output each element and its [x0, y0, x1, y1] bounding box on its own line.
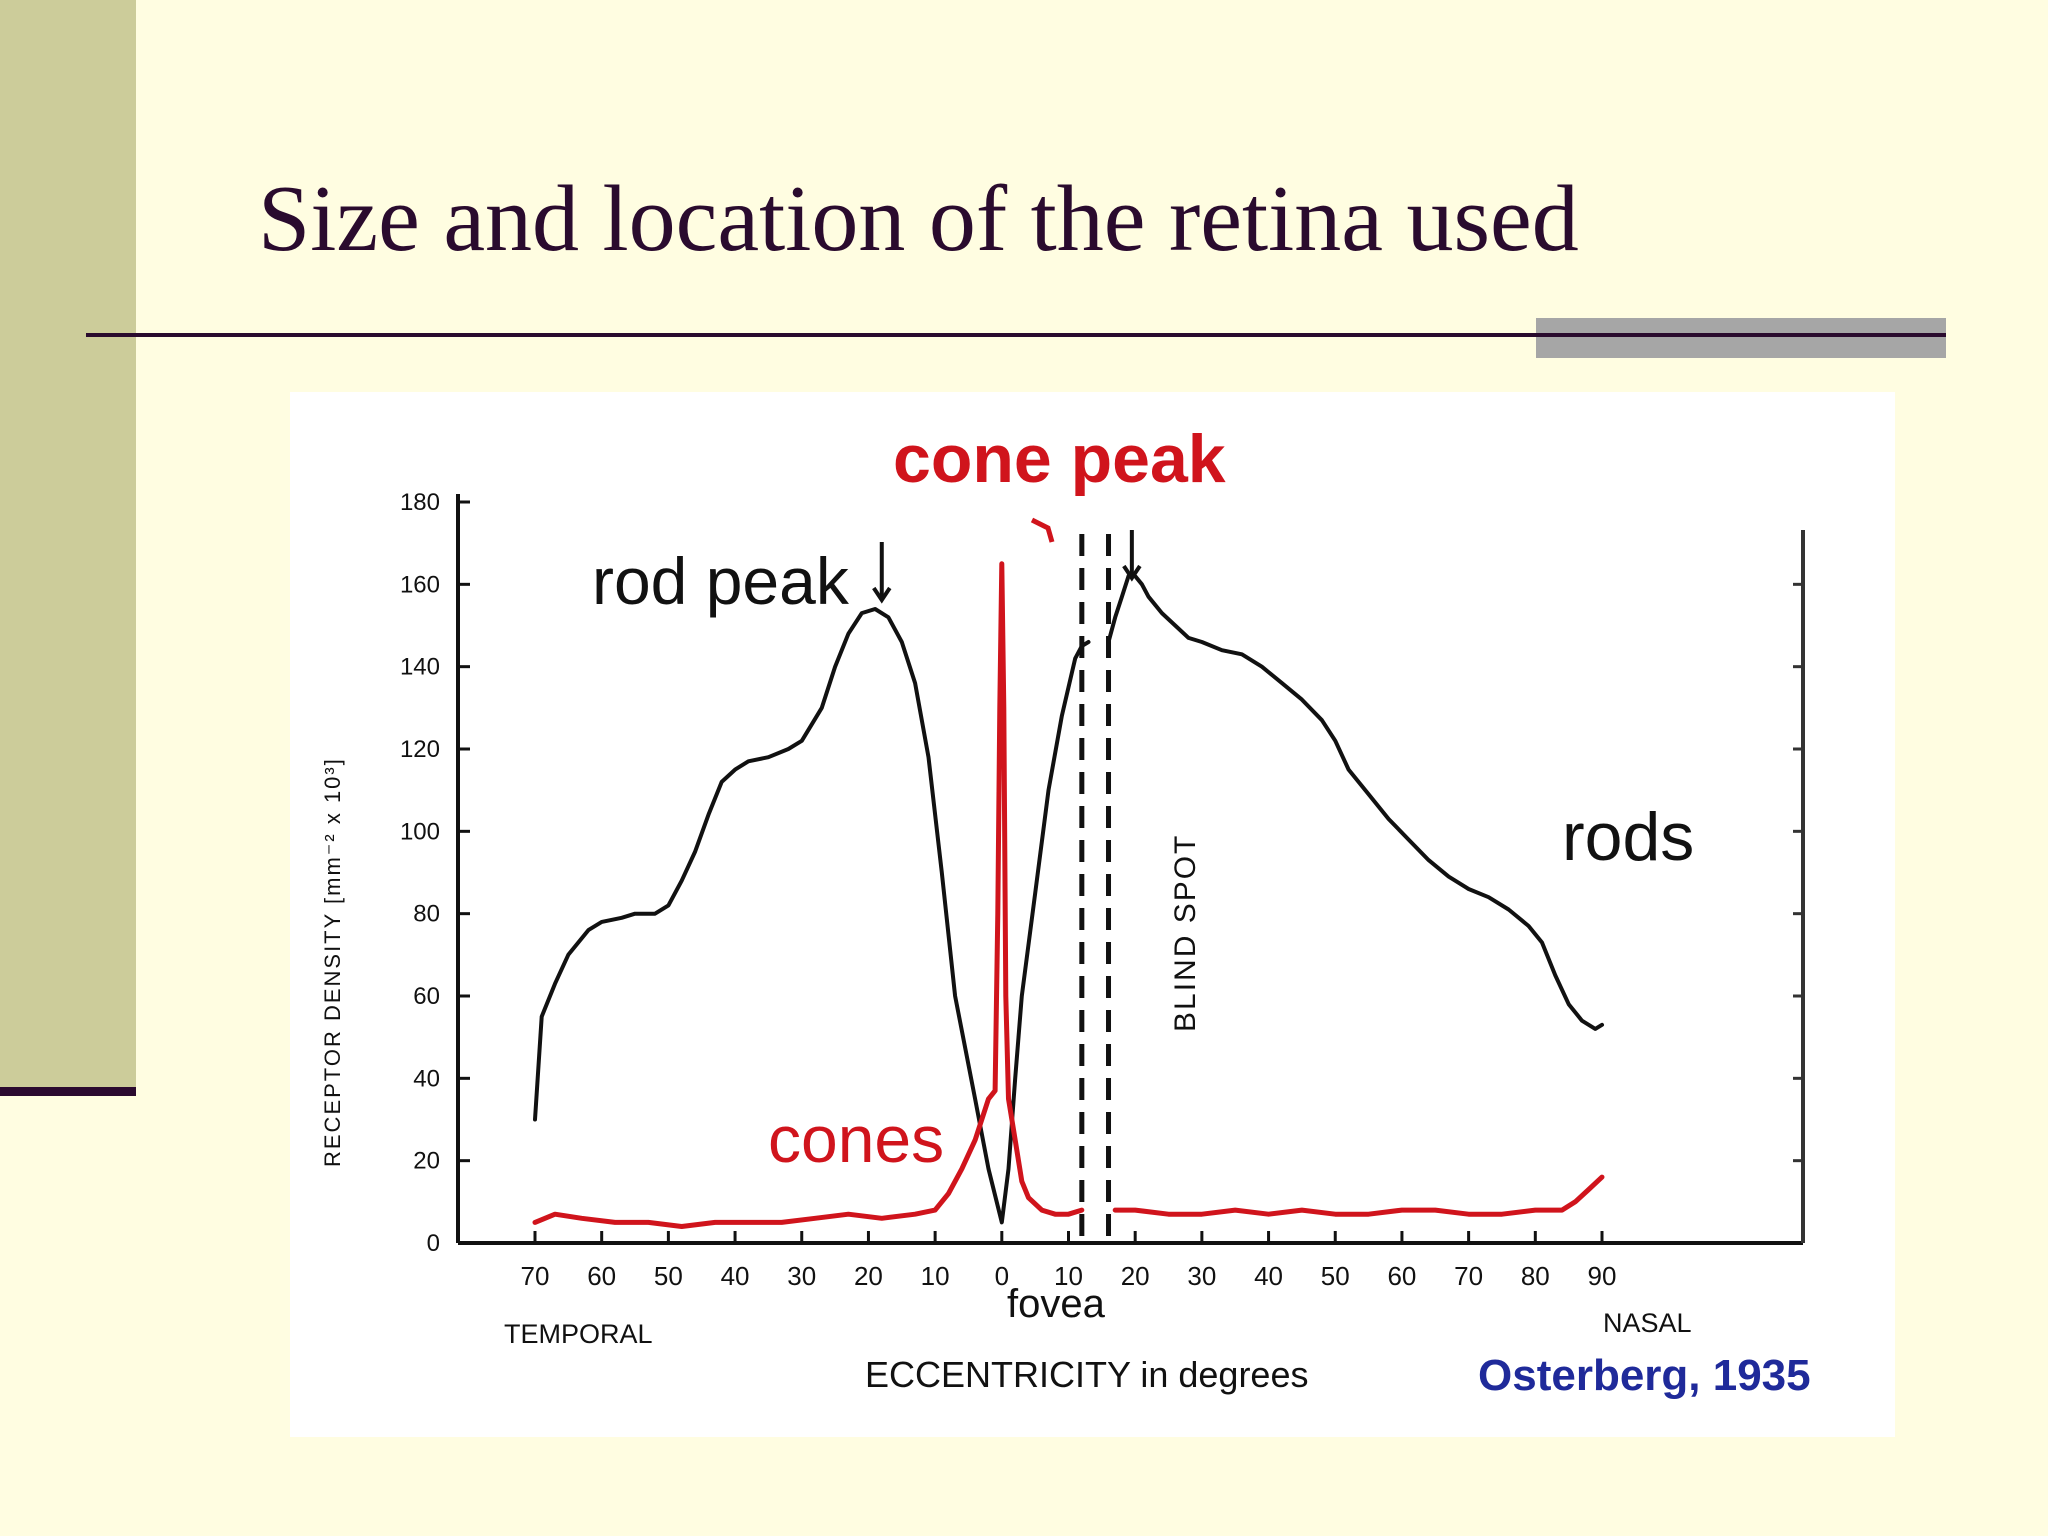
y-tick-label: 0: [427, 1230, 440, 1257]
rods-line: [1106, 574, 1604, 1031]
arrow-head: [872, 586, 892, 604]
x-tick-label: 30: [787, 1261, 816, 1291]
y-axis-label: RECEPTOR DENSITY [mm⁻² x 10³]: [320, 757, 345, 1167]
rod-peak-label: rod peak: [592, 544, 850, 618]
x-tick-label: 50: [654, 1261, 683, 1291]
rod-peak-arrow-nasal: [1122, 530, 1142, 582]
x-tick-label: 70: [1454, 1261, 1483, 1291]
x-tick-label: 0: [995, 1261, 1009, 1291]
chart-panel: 0 20 40 60 80 100 120 140 160 180 70 60 50 40 30 20 10 0 1…: [290, 392, 1895, 1437]
y-tick-label: 80: [413, 901, 440, 928]
y-tick-label: 120: [400, 736, 440, 763]
x-tick-label: 40: [1254, 1261, 1283, 1291]
fovea-label: fovea: [1007, 1282, 1106, 1326]
nasal-label: NASAL: [1603, 1308, 1692, 1338]
sidebar-accent-edge: [0, 1087, 136, 1096]
x-tick-label: 60: [1387, 1261, 1416, 1291]
y-tick-label: 180: [400, 489, 440, 516]
title-divider-segment: [1536, 333, 1946, 337]
sidebar-accent: [0, 0, 136, 1090]
cones-label: cones: [768, 1102, 944, 1176]
x-tick-label: 20: [854, 1261, 883, 1291]
rods-label: rods: [1562, 799, 1694, 875]
x-tick-label: 40: [721, 1261, 750, 1291]
x-tick-label: 60: [587, 1261, 616, 1291]
y-tick-label: 60: [413, 983, 440, 1010]
x-tick-label: 20: [1121, 1261, 1150, 1291]
cone-peak-pointer: [1030, 517, 1055, 543]
rod-peak-arrow: [872, 542, 892, 604]
blind-spot-label: BLIND SPOT: [1169, 834, 1202, 1032]
cone-peak-label: cone peak: [893, 421, 1226, 497]
x-tick-label: 70: [521, 1261, 550, 1291]
chart-frame: [456, 494, 1805, 1245]
x-tick-label: 10: [921, 1261, 950, 1291]
slide-title: Size and location of the retina used: [258, 167, 1579, 271]
y-tick-label: 40: [413, 1065, 440, 1092]
blind-spot-region: [1079, 534, 1112, 1239]
title-accent-bar: [1536, 318, 1946, 358]
cones-line: [532, 561, 1085, 1229]
y-tick-label: 140: [400, 654, 440, 681]
x-tick-label: 30: [1187, 1261, 1216, 1291]
title-divider: [86, 333, 1946, 337]
x-axis-label: ECCENTRICITY in degrees: [865, 1354, 1308, 1395]
arrow-head: [1122, 564, 1142, 582]
x-tick-label: 10: [1054, 1261, 1083, 1291]
citation-label: Osterberg, 1935: [1478, 1351, 1811, 1400]
series-layer: [532, 561, 1605, 1229]
x-tick-label: 90: [1588, 1261, 1617, 1291]
y-tick-label: 100: [400, 818, 440, 845]
cones-line: [1112, 1174, 1605, 1217]
temporal-label: TEMPORAL: [504, 1319, 653, 1349]
x-tick-label: 80: [1521, 1261, 1550, 1291]
y-tick-label: 160: [400, 571, 440, 598]
y-tick-label: 20: [413, 1148, 440, 1175]
x-tick-label: 50: [1321, 1261, 1350, 1291]
rods-line: [533, 607, 1091, 1225]
